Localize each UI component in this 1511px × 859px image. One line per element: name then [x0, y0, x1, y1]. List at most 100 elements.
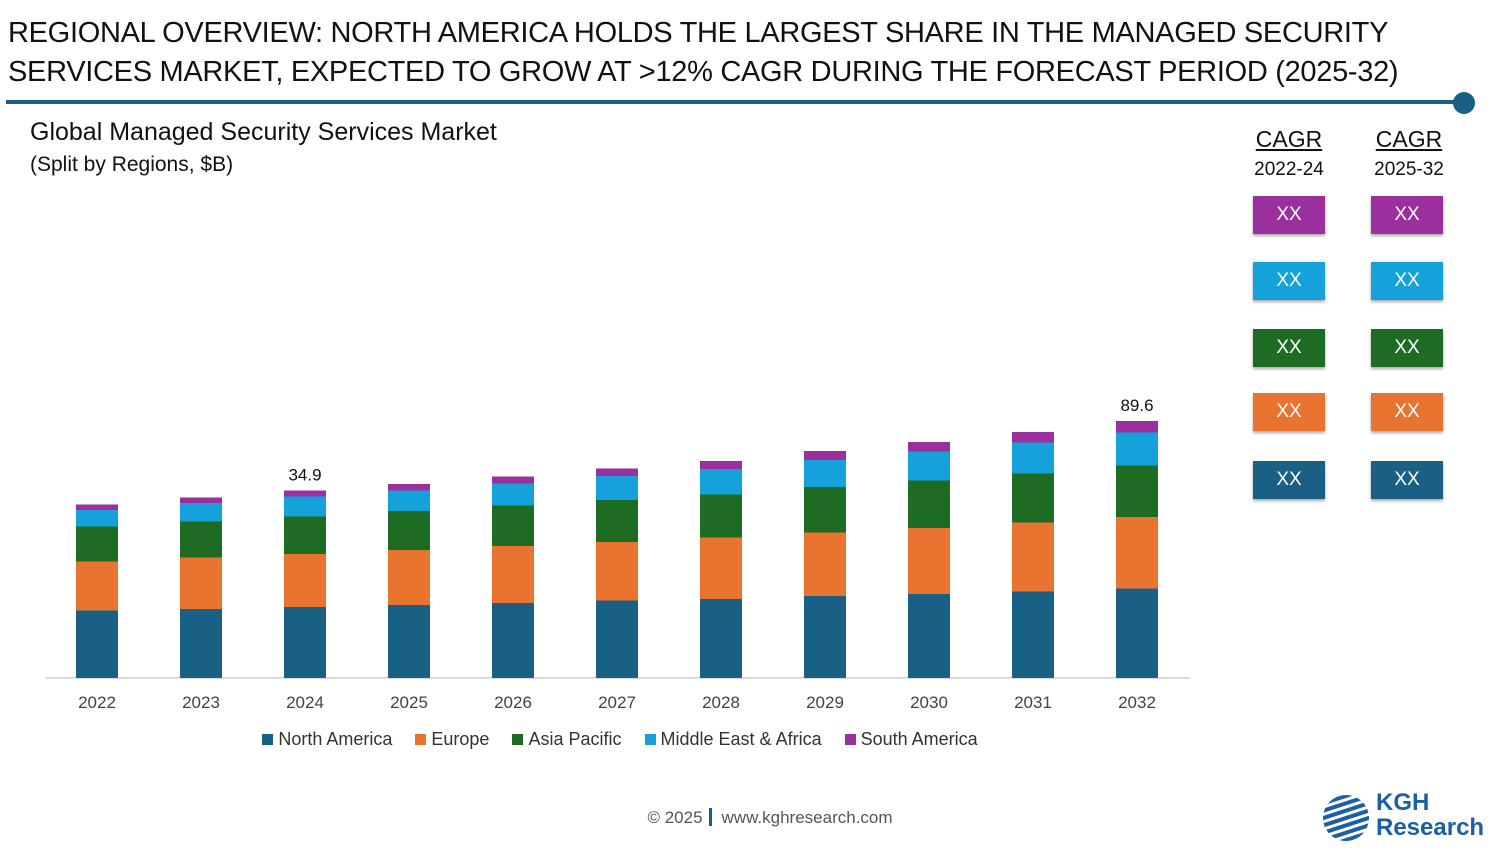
legend-item-north-america: North America — [262, 729, 392, 750]
chart-title: Global Managed Security Services Market — [30, 118, 497, 146]
bar-2025-europe — [388, 550, 430, 605]
bar-2028-south-america — [700, 461, 742, 469]
bar-2024-north-america — [284, 607, 326, 678]
bar-2026-europe — [492, 546, 534, 603]
bar-2028-middle-east-africa — [700, 469, 742, 495]
cagr-period: 2025-32 — [1374, 159, 1444, 180]
footer: © 2025 www.kghresearch.com — [0, 808, 1511, 828]
bar-2022-south-america — [76, 504, 118, 510]
legend-item-europe: Europe — [415, 729, 489, 750]
chart-legend: North America Europe Asia Pacific Middle… — [0, 729, 1240, 750]
bar-2030-asia-pacific — [908, 480, 950, 528]
bar-2032-middle-east-africa — [1116, 432, 1158, 466]
chart-subtitle: (Split by Regions, $B) — [30, 153, 234, 176]
stacked-bar-chart: 2022 2023 2024 34.9 2025 2026 2027 2028 2029 2030… — [45, 396, 1190, 712]
bar-2025-north-america — [388, 605, 430, 678]
bar-2024-asia-pacific — [284, 516, 326, 554]
cagr-label: CAGR — [1375, 126, 1443, 152]
bar-2032-asia-pacific — [1116, 465, 1158, 517]
legend-swatch-south-america — [844, 734, 856, 745]
bar-2025-middle-east-africa — [388, 490, 430, 511]
globe-icon — [1323, 795, 1369, 841]
header-divider — [6, 100, 1466, 104]
cagr-value-asia-pacific-2022-24: XX — [1253, 329, 1325, 367]
x-tick-label-2030: 2030 — [910, 693, 948, 712]
bar-2032-north-america — [1116, 588, 1158, 678]
bar-2030-north-america — [908, 594, 950, 678]
legend-swatch-north-america — [262, 734, 274, 745]
bar-2030-middle-east-africa — [908, 451, 950, 481]
x-tick-label-2032: 2032 — [1118, 693, 1156, 712]
legend-label-south-america: South America — [860, 729, 978, 749]
legend-label-middle-east-africa: Middle East & Africa — [660, 729, 822, 749]
bar-2027-north-america — [596, 600, 638, 678]
bar-2024-south-america — [284, 490, 326, 497]
cagr-period: 2022-24 — [1254, 159, 1324, 180]
legend-item-middle-east-africa: Middle East & Africa — [644, 729, 822, 750]
data-label-2032: 89.6 — [1120, 396, 1153, 415]
cagr-value-asia-pacific-2025-32: XX — [1371, 329, 1443, 367]
data-label-2024: 34.9 — [288, 466, 321, 485]
bar-2027-middle-east-africa — [596, 476, 638, 500]
bar-2023-europe — [180, 557, 222, 609]
footer-website-link[interactable]: www.kghresearch.com — [721, 808, 893, 827]
bar-2029-asia-pacific — [804, 487, 846, 533]
cagr-value-middle-east-africa-2025-32: XX — [1371, 262, 1443, 300]
bar-2030-europe — [908, 528, 950, 594]
x-tick-label-2023: 2023 — [182, 693, 220, 712]
bar-2029-north-america — [804, 596, 846, 678]
legend-swatch-middle-east-africa — [644, 734, 656, 745]
bar-2028-europe — [700, 537, 742, 599]
bar-2032-europe — [1116, 517, 1158, 589]
legend-label-asia-pacific: Asia Pacific — [528, 729, 622, 749]
cagr-value-south-america-2022-24: XX — [1253, 196, 1325, 234]
legend-label-europe: Europe — [431, 729, 490, 749]
page-headline: REGIONAL OVERVIEW: NORTH AMERICA HOLDS T… — [8, 17, 1399, 88]
bar-2023-asia-pacific — [180, 521, 222, 558]
bar-2027-south-america — [596, 468, 638, 476]
bar-2028-asia-pacific — [700, 494, 742, 538]
bar-2029-middle-east-africa — [804, 460, 846, 487]
legend-swatch-europe — [415, 734, 427, 745]
bar-2026-asia-pacific — [492, 505, 534, 546]
bar-2031-asia-pacific — [1012, 473, 1054, 523]
cagr-value-europe-2025-32: XX — [1371, 393, 1443, 431]
legend-item-asia-pacific: Asia Pacific — [512, 729, 622, 750]
footer-separator — [708, 808, 712, 826]
x-tick-label-2022: 2022 — [78, 693, 116, 712]
logo-wordmark: KGH Research — [1376, 790, 1484, 840]
bar-2022-europe — [76, 561, 118, 611]
legend-item-south-america: South America — [844, 729, 978, 750]
bar-2026-south-america — [492, 476, 534, 484]
x-tick-label-2026: 2026 — [494, 693, 532, 712]
bar-2030-south-america — [908, 442, 950, 452]
cagr-value-europe-2022-24: XX — [1253, 393, 1325, 431]
bar-2023-middle-east-africa — [180, 503, 222, 522]
bar-2028-north-america — [700, 599, 742, 678]
bar-2025-south-america — [388, 484, 430, 491]
bar-2022-north-america — [76, 610, 118, 678]
bar-2031-europe — [1012, 522, 1054, 592]
footer-copyright: © 2025 — [647, 808, 703, 827]
logo-line1: KGH — [1376, 789, 1430, 816]
x-tick-label-2031: 2031 — [1014, 693, 1052, 712]
cagr-header-2022-24: CAGR 2022-24 — [1229, 126, 1349, 181]
bar-2023-south-america — [180, 497, 222, 503]
bar-2025-asia-pacific — [388, 511, 430, 550]
bar-2023-north-america — [180, 609, 222, 678]
x-tick-label-2029: 2029 — [806, 693, 844, 712]
bar-2031-middle-east-africa — [1012, 442, 1054, 474]
x-tick-label-2028: 2028 — [702, 693, 740, 712]
legend-label-north-america: North America — [278, 729, 393, 749]
cagr-value-north-america-2022-24: XX — [1253, 461, 1325, 499]
x-tick-label-2025: 2025 — [390, 693, 428, 712]
bar-2022-asia-pacific — [76, 526, 118, 562]
cagr-header-2025-32: CAGR 2025-32 — [1349, 126, 1469, 181]
bar-2031-north-america — [1012, 591, 1054, 678]
cagr-value-north-america-2025-32: XX — [1371, 461, 1443, 499]
bar-2027-asia-pacific — [596, 500, 638, 542]
bar-2029-south-america — [804, 451, 846, 460]
kgh-research-logo: KGH Research — [1320, 790, 1505, 845]
logo-line2: Research — [1376, 814, 1485, 841]
legend-swatch-asia-pacific — [512, 734, 524, 745]
